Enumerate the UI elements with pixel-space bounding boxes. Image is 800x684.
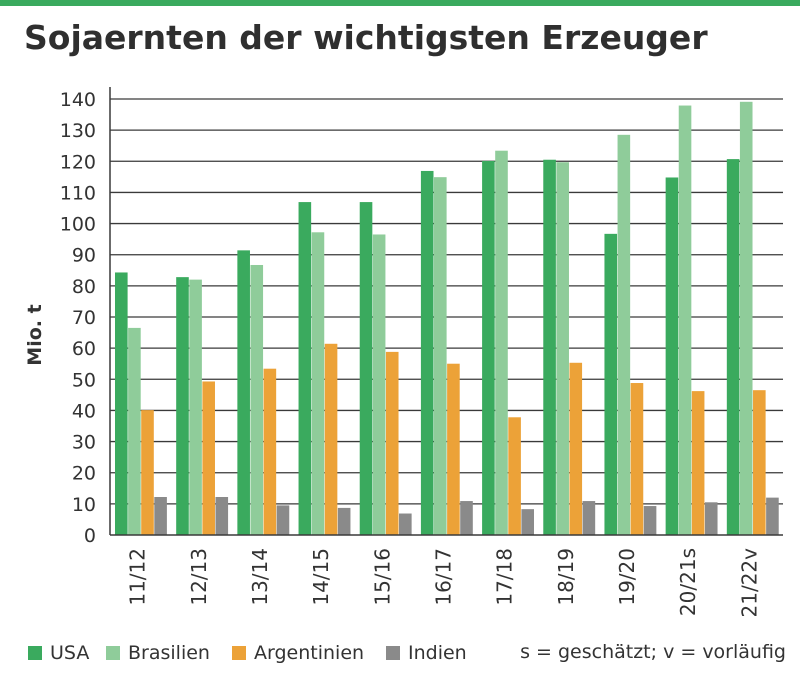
bar-usa — [726, 159, 740, 535]
y-tick-label: 20 — [72, 463, 96, 485]
legend-swatch-indien — [386, 646, 400, 660]
bar-brasilien — [128, 327, 141, 535]
bar-brasilien — [189, 279, 202, 535]
bar-argentinien — [753, 390, 766, 535]
x-tick-label: 20/21s — [676, 548, 700, 616]
bar-usa — [482, 160, 495, 535]
y-tick-label: 10 — [72, 494, 96, 516]
legend-label-brasilien: Brasilien — [128, 642, 210, 664]
bar-argentinien — [508, 417, 521, 535]
x-tick-label: 17/18 — [493, 548, 517, 606]
bar-usa — [543, 159, 556, 535]
x-tick-label: 13/14 — [248, 548, 272, 606]
bar-argentinien — [141, 410, 154, 535]
legend-swatch-argentinien — [232, 646, 246, 660]
bar-indien — [521, 509, 534, 535]
bar-indien — [276, 505, 290, 535]
bar-chart: 0 10 20 30 40 50 60 70 80 90 100 110 120 130 140 11/12 1… — [60, 87, 783, 618]
legend-label-argentinien: Argentinien — [254, 642, 365, 664]
y-tick-label: 90 — [72, 245, 96, 267]
bar-brasilien — [311, 232, 325, 535]
bar-brasilien — [434, 177, 447, 535]
bar-indien — [766, 497, 779, 535]
bar-brasilien — [617, 134, 631, 536]
bar-argentinien — [385, 351, 399, 535]
legend-swatch-usa — [28, 646, 42, 660]
y-tick-label: 30 — [72, 432, 96, 454]
bar-indien — [337, 507, 351, 535]
y-tick-label: 80 — [72, 276, 96, 298]
bar-argentinien — [263, 368, 277, 535]
bar-brasilien — [495, 150, 508, 535]
bar-brasilien — [250, 264, 264, 535]
y-tick-label: 40 — [72, 400, 96, 422]
x-tick-label: 11/12 — [126, 548, 150, 606]
y-tick-label: 100 — [60, 214, 96, 236]
x-tick-label: 16/17 — [432, 548, 456, 606]
bar-indien — [154, 497, 167, 535]
x-tick-label: 12/13 — [187, 548, 211, 606]
bar-indien — [399, 513, 412, 535]
x-tick-label: 14/15 — [309, 548, 333, 606]
y-tick-label: 130 — [60, 120, 96, 142]
x-tick-label: 19/20 — [615, 548, 639, 606]
chart-title: Sojaernten der wichtigsten Erzeuger — [24, 18, 708, 57]
bar-argentinien — [691, 391, 705, 535]
bar-indien — [215, 497, 229, 535]
bar-usa — [237, 250, 250, 535]
x-tick-label: 21/22v — [737, 548, 761, 618]
bar-usa — [604, 233, 618, 535]
bar-argentinien — [324, 343, 338, 535]
legend-item-brasilien: Brasilien — [106, 638, 210, 668]
legend-item-argentinien: Argentinien — [232, 638, 364, 668]
y-tick-label: 70 — [72, 307, 96, 329]
bar-usa — [420, 170, 434, 535]
top-accent-bar — [0, 0, 800, 6]
bar-usa — [298, 202, 312, 535]
x-tick-label: 15/16 — [370, 548, 394, 606]
bar-brasilien — [678, 105, 692, 535]
bar-argentinien — [202, 381, 215, 535]
bar-brasilien — [372, 234, 386, 535]
y-tick-label: 0 — [84, 525, 96, 547]
legend-label-indien: Indien — [408, 642, 467, 664]
bar-indien — [582, 501, 596, 535]
bar-argentinien — [630, 383, 644, 535]
legend-label-usa: USA — [50, 642, 90, 664]
y-tick-label: 140 — [60, 89, 96, 111]
bar-usa — [359, 202, 373, 535]
bar-argentinien — [569, 362, 583, 535]
bar-argentinien — [447, 363, 460, 535]
estimate-note: s = geschätzt; v = vorläufig — [520, 641, 786, 663]
bar-usa — [115, 272, 128, 535]
bar-indien — [704, 502, 718, 535]
y-tick-label: 50 — [72, 369, 96, 391]
legend-item-indien: Indien — [386, 638, 467, 668]
y-tick-label: 60 — [72, 338, 96, 360]
bar-brasilien — [739, 101, 753, 535]
bar-indien — [643, 506, 657, 535]
bar-usa — [176, 277, 189, 535]
legend-item-usa: USA — [28, 638, 89, 668]
bar-indien — [460, 501, 473, 535]
y-tick-label: 110 — [60, 182, 96, 204]
legend-swatch-brasilien — [106, 646, 120, 660]
bar-brasilien — [556, 162, 569, 535]
bar-usa — [665, 177, 679, 536]
legend: USA Brasilien Argentinien Indien — [28, 638, 788, 668]
x-tick-label: 18/19 — [554, 548, 578, 606]
y-tick-label: 120 — [60, 151, 96, 173]
